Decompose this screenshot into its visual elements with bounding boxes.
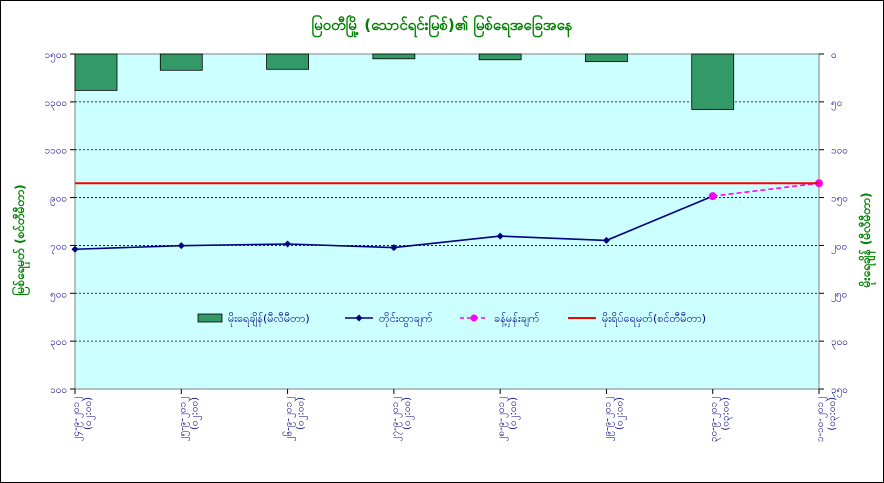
x-tick-sublabel: (၀၂:၀၀) [508, 397, 521, 430]
right-tick-label: ၂၀၀ [831, 241, 847, 254]
rainfall-bar [372, 53, 416, 60]
left-tick-label: ၁၁၀၀ [45, 146, 68, 157]
left-axis-label: မြစ်ရေမှတ် (စင်တီမီတာ) [10, 184, 31, 295]
forecast-line [712, 182, 820, 197]
series-lines [71, 179, 823, 253]
left-tick-label: ၉၀၀ [50, 194, 67, 207]
legend-marker [355, 314, 363, 322]
right-tick-label: ၁၀၀ [831, 146, 848, 157]
x-tick-label: ၃၀-၉-၂၀၁၂ [709, 397, 722, 442]
legend: မိုးရေချိန်(မီလီမီတာ) တိုင်းထွာချက် ခန့်မှ… [197, 312, 706, 327]
x-axis-ticks: ၂၄-၉-၂၀၁၂ (၀၂:၀၀) ၂၅-၉-၂၀၁၂ (၀၂:၀၀) ၂၆-၉-၂၀၁… [71, 389, 840, 442]
right-tick-label: ၀ [831, 50, 837, 61]
left-tick-label: ၁၀၀ [50, 385, 67, 396]
observed-point [496, 232, 504, 240]
x-tick-sublabel: (၀၂:၀၀) [296, 397, 309, 430]
x-tick-label: ၁-၁၀-၂၀၁၂ [815, 397, 828, 442]
legend-label: မိုးရိပ်ရေမှတ်(စင်တီမီတာ) [602, 312, 706, 327]
x-tick-sublabel: (၀၃:၀၀) [721, 397, 734, 431]
legend-marker [470, 314, 478, 322]
forecast-point [708, 192, 717, 201]
rainfall-bar [691, 53, 735, 110]
gridlines [75, 101, 819, 342]
observed-point [177, 242, 185, 250]
left-tick-label: ၁၅၀၀ [45, 50, 68, 63]
x-tick-sublabel: (၀၂:၀၀) [83, 397, 96, 430]
x-tick-label: ၂၄-၉-၂၀၁၂ [71, 397, 84, 442]
rainfall-bar [585, 53, 628, 63]
legend-label: မိုးရေချိန်(မီလီမီတာ) [228, 312, 310, 327]
legend-label: ခန့်မှန်းချက် [494, 312, 540, 327]
left-tick-label: ၃၀၀ [50, 337, 67, 350]
rainfall-bar [478, 53, 522, 61]
rainfall-bars [74, 53, 735, 110]
rainfall-bar [74, 53, 118, 91]
left-axis-ticks: ၁၀၀ ၃၀၀ ၅၀၀ ၇၀၀ ၉၀၀ ၁၁၀၀ ၁၃၀၀ ၁၅၀၀ [45, 50, 75, 396]
chart-title: မြဝတီမြို့ (သောင်ရင်းမြစ်)၏ မြစ်ရေအခြေအန… [312, 14, 573, 38]
observed-point [390, 244, 398, 252]
rainfall-bar [266, 53, 309, 70]
x-tick-sublabel: (၀၂:၀၀) [189, 397, 202, 430]
right-tick-label: ၂၅၀ [831, 289, 847, 302]
x-tick-label: ၂၉-၉-၂၀၁၂ [602, 397, 615, 442]
x-tick-label: ၂၈-၉-၂၀၁၂ [496, 397, 509, 442]
x-tick-label: ၂၅-၉-၂၀၁၂ [177, 397, 190, 442]
observed-point [284, 240, 292, 248]
x-tick-sublabel: (၀၂:၀၀) [402, 397, 415, 430]
left-tick-label: ၁၃၀၀ [45, 98, 68, 111]
right-axis-label: မိုးရေချိန် (မီလီမီတာ) [857, 193, 877, 289]
rainfall-bar [159, 53, 203, 71]
left-tick-label: ၇၀၀ [50, 241, 67, 254]
x-tick-sublabel: (၀၂:၀၀) [614, 397, 627, 430]
x-tick-label: ၂၆-၉-၂၀၁၂ [282, 397, 297, 442]
x-tick-label: ၂၇-၉-၂၀၁၂ [390, 397, 403, 442]
right-tick-label: ၁၅၀ [831, 194, 848, 207]
legend-swatch-rainfall [197, 313, 223, 323]
left-tick-label: ၅၀၀ [50, 289, 67, 302]
right-tick-label: ၃၀၀ [831, 337, 848, 350]
legend-label: တိုင်းထွာချက် [379, 312, 433, 327]
observed-point [71, 245, 79, 253]
right-tick-label: ၃၅၀ [831, 385, 848, 398]
right-tick-label: ၅၀ [831, 98, 842, 111]
x-tick-sublabel: (၀၃:၀၀) [827, 397, 840, 431]
observed-point [602, 236, 610, 244]
